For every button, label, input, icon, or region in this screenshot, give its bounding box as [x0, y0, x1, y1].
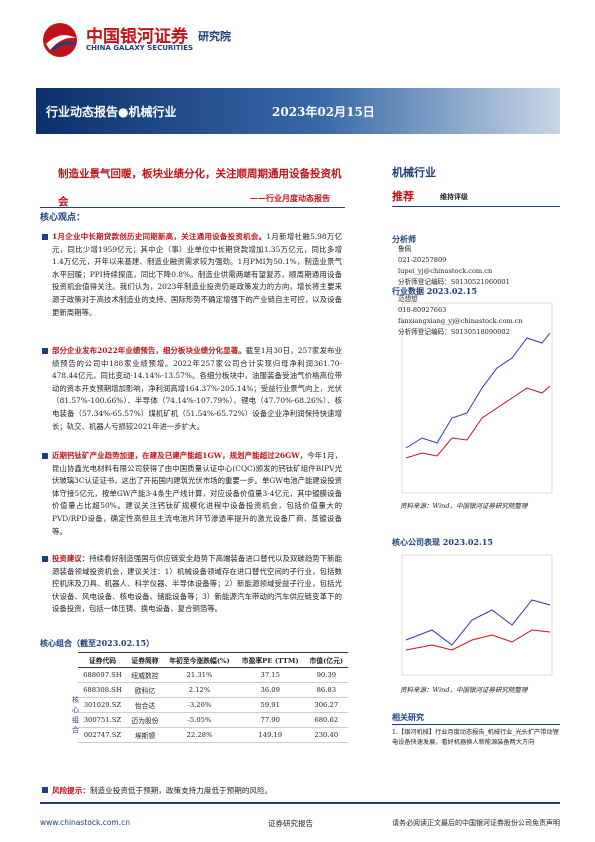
- brand-en: CHINA GALAXY SECURITIES: [86, 44, 194, 52]
- cell: 迈为股份: [126, 712, 164, 728]
- footer-url: www.chinastock.com.cn: [40, 818, 130, 827]
- footer-rule: [40, 802, 560, 804]
- bullet-body: 截至1月30日，257家发布业绩预告的公司中188家业绩预增。2022年257家…: [52, 346, 343, 431]
- row: 301029.SZ 怡合达 -3.26% 59.91 306.27: [78, 697, 348, 713]
- header-cell: 年初至今涨跌幅(%): [163, 652, 236, 668]
- cell: 埃斯顿: [126, 727, 164, 743]
- banner: [36, 88, 560, 134]
- rule: [40, 207, 345, 208]
- chart2-source: 资料来源：Wind，中国银河证券研究院整理: [400, 686, 528, 694]
- dept: 研究院: [198, 30, 231, 43]
- chart2-title: 核心公司表现 2023.02.15: [392, 537, 493, 547]
- bullet-dot: [42, 787, 48, 793]
- chart1-source: 资料来源：Wind，中国银河证券研究院整理: [400, 502, 528, 510]
- bullet-body: 1月新增社融5.98万亿元，同比少增1959亿元；其中企（事）业单位中长期贷款增…: [52, 232, 342, 317]
- rule: [392, 724, 560, 725]
- header-cell: 证券简称: [126, 652, 164, 668]
- cell: 36.09: [235, 682, 305, 698]
- bullet-lead: 部分企业发布2022年业绩预告，细分板块业绩分化显著。: [52, 346, 246, 355]
- bullet-lead: 近期钙钛矿产业趋势加速，在建及已建产能超1GW，规划产能超过26GW，: [52, 451, 308, 460]
- row: 688697.SH 纽威数控 21.31% 37.15 90.39: [78, 667, 348, 683]
- bullet-body: 持续看好制造强国与供应链安全趋势下高端装备进口替代以及双碳趋势下新能源装备领域投…: [52, 554, 342, 614]
- rating: 推荐: [392, 190, 414, 203]
- cell: 怡合达: [126, 697, 164, 713]
- header-cell: 市值(亿元): [304, 652, 348, 668]
- footer-right: 请务必阅读正文最后的中国银河证券股份公司免责声明: [392, 819, 560, 827]
- bullet-dot: [42, 348, 48, 354]
- logo: [43, 23, 77, 57]
- bullet-dot: [42, 234, 48, 240]
- analyst-email: lupei_yj@chinastock.com.cn: [398, 267, 493, 275]
- cell: 688308.SH: [78, 682, 127, 698]
- cell: 680.62: [304, 712, 348, 728]
- risk: 风险提示：制造业投资低于预期，政策支持力度低于预期的风险。: [52, 784, 347, 797]
- cell: 欧科亿: [126, 682, 164, 698]
- bullet-body: 今年1月，昆山协鑫光电材料有限公司获得了由中国质量认证中心(CQC)颁发的钙钛矿…: [52, 451, 343, 536]
- risk-label: 风险提示：: [52, 786, 90, 795]
- cell: 688697.SH: [78, 667, 127, 683]
- header-cell: 证券代码: [78, 652, 127, 668]
- analyst-heading: 分析师: [392, 234, 416, 244]
- cell: 77.90: [235, 712, 305, 728]
- cell: 22.28%: [163, 727, 236, 743]
- cell: -5.05%: [163, 712, 236, 728]
- cell: 149.19: [235, 727, 305, 743]
- row: 300751.SZ 迈为股份 -5.05% 77.90 680.62: [78, 712, 348, 728]
- cell: -3.26%: [163, 697, 236, 713]
- cell: 90.39: [304, 667, 348, 683]
- related-heading: 相关研究: [392, 712, 424, 722]
- analyst-code: 分析师登记编码：S0130521060001: [398, 278, 510, 286]
- analyst-name: 范想想: [398, 295, 418, 303]
- footer-center: 证券研究报告: [268, 819, 313, 828]
- cell: 230.40: [304, 727, 348, 743]
- cell: 86.83: [304, 682, 348, 698]
- analyst-phone: 010-80927663: [398, 306, 447, 314]
- portfolio-table: 证券代码 证券简称 年初至今涨跌幅(%) 市盈率PE (TTM) 市值(亿元) 68869…: [78, 652, 348, 743]
- chart2: [401, 554, 553, 676]
- subtitle: ——行业月度动态报告: [250, 193, 330, 203]
- row: 002747.SZ 埃斯顿 22.28% 149.19 230.40: [78, 727, 348, 743]
- cell: 300751.SZ: [78, 712, 127, 728]
- table-side-label: 核心组合: [72, 696, 79, 734]
- analyst-code: 分析师登记编码：S0130518090002: [398, 328, 510, 336]
- chart1: [401, 302, 553, 494]
- core-heading: 核心观点：: [40, 213, 86, 223]
- report-type: 行业动态报告●机械行业: [46, 105, 177, 119]
- related-item: 1.【银河机械】行业月度动态报告_机械行业_光头扩产带动锂电设备快速发展，看好机…: [392, 729, 559, 746]
- rule: [392, 206, 560, 207]
- rating-note: 维持评级: [440, 192, 468, 201]
- bullet-dot: [42, 453, 48, 459]
- bullet: 1月企业中长期贷款创历史同期新高，关注通用设备投资机会。1月新增社融5.98万亿…: [52, 231, 342, 319]
- analyst: 鲁佩 021-20257809 lupei_yj@chinastock.com.cn…: [398, 244, 560, 288]
- analyst: 范想想 010-80927663 fanxiangxiang_yj@chinasto…: [398, 294, 560, 338]
- brand-cn: 中国银河证券: [86, 27, 188, 47]
- analyst-email: fanxiangxiang_yj@chinastock.com.cn: [398, 317, 523, 325]
- cell: 59.91: [235, 697, 305, 713]
- chart1-title: 行业数据 2023.02.15: [392, 286, 477, 296]
- cell: 2.12%: [163, 682, 236, 698]
- industry: 机械行业: [392, 166, 436, 179]
- analyst-name: 鲁佩: [398, 245, 412, 253]
- cell: 21.31%: [163, 667, 236, 683]
- bullet: 近期钙钛矿产业趋势加速，在建及已建产能超1GW，规划产能超过26GW，今年1月，…: [52, 450, 342, 538]
- row: 688308.SH 欧科亿 2.12% 36.09 86.83: [78, 682, 348, 698]
- bullet: 部分企业发布2022年业绩预告，细分板块业绩分化显著。截至1月30日，257家发…: [52, 345, 342, 433]
- bullet-lead: 1月企业中长期贷款创历史同期新高，关注通用设备投资机会。: [52, 232, 267, 241]
- risk-text: 制造业投资低于预期，政策支持力度低于预期的风险。: [89, 786, 273, 795]
- cell: 301029.SZ: [78, 697, 127, 713]
- cell: 306.27: [304, 697, 348, 713]
- table-title: 核心组合（截至2023.02.15）: [40, 638, 155, 648]
- analyst-phone: 021-20257809: [398, 256, 447, 264]
- bullet-lead: 投资建议：: [52, 554, 90, 563]
- bullet: 投资建议：持续看好制造强国与供应链安全趋势下高端装备进口替代以及双碳趋势下新能源…: [52, 553, 342, 616]
- date: 2023年02月15日: [272, 105, 375, 119]
- title: 制造业景气回暖，板块业绩分化，关注顺周期通用设备投资机会: [58, 168, 342, 208]
- header-row: 证券代码 证券简称 年初至今涨跌幅(%) 市盈率PE (TTM) 市值(亿元): [78, 652, 348, 668]
- bullet-dot: [42, 556, 48, 562]
- cell: 37.15: [235, 667, 305, 683]
- cell: 002747.SZ: [78, 727, 127, 743]
- header-cell: 市盈率PE (TTM): [235, 652, 305, 668]
- cell: 纽威数控: [126, 667, 164, 683]
